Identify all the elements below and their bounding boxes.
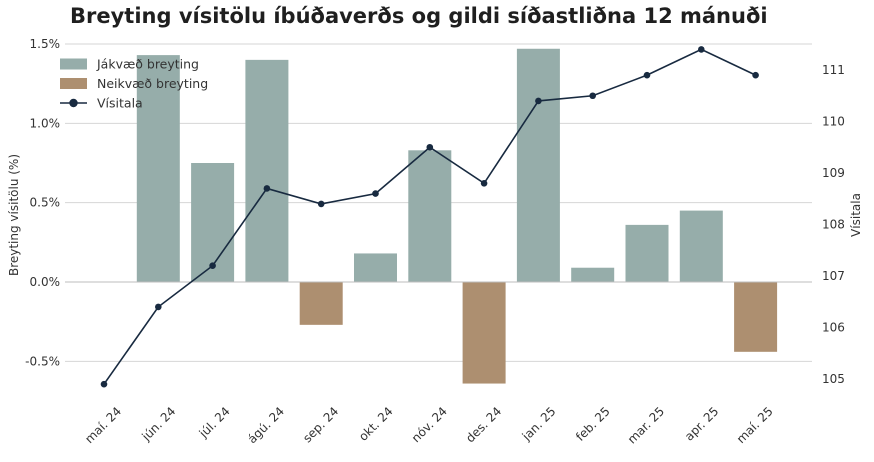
line-point (209, 262, 216, 270)
right-tick-label: 109 (822, 166, 845, 180)
x-tick-label: des. 24 (463, 404, 504, 445)
bar (462, 282, 506, 384)
x-tick-label: júl. 24 (196, 404, 233, 441)
bar (354, 253, 397, 282)
legend-label: Vísitala (97, 96, 143, 111)
x-tick-label: maí. 24 (82, 404, 124, 446)
bar-series (136, 48, 778, 384)
left-tick-label: 0.0% (30, 275, 61, 289)
right-axis-ticks: 111 110 109 108 107 106 105 (822, 63, 845, 386)
legend-swatch (60, 58, 87, 70)
line-point (100, 380, 108, 388)
line-point (589, 92, 596, 100)
legend-label: Neikvæð breyting (97, 76, 208, 91)
legend: Jákvæð breyting Neikvæð breyting Vísitala (60, 57, 208, 111)
right-tick-label: 110 (822, 115, 845, 129)
right-axis-label: Vísitala (849, 193, 863, 237)
bar (191, 163, 235, 282)
line-point (263, 185, 271, 192)
bar (625, 224, 669, 282)
left-tick-label: 1.5% (30, 37, 61, 51)
x-tick-label: feb. 25 (573, 404, 613, 444)
right-tick-label: 111 (822, 63, 845, 77)
left-tick-label: -0.5% (25, 354, 60, 368)
line-point (698, 46, 705, 53)
line-point (752, 71, 759, 79)
left-axis-ticks: 1.5% 1.0% 0.5% 0.0% -0.5% (25, 37, 60, 368)
bar (299, 282, 343, 325)
line-point (643, 71, 651, 79)
line-point (480, 180, 488, 187)
bar (734, 282, 778, 352)
line-point (535, 97, 542, 105)
x-tick-label: jan. 25 (519, 404, 559, 444)
x-tick-label: ágú. 24 (245, 404, 287, 446)
x-tick-label: sep. 24 (300, 404, 341, 445)
bar (571, 267, 615, 282)
legend-marker (69, 98, 78, 108)
right-tick-label: 107 (822, 269, 845, 283)
x-tick-label: okt. 24 (356, 404, 396, 444)
bar (408, 150, 452, 282)
right-tick-label: 105 (822, 372, 845, 386)
left-axis-label: Breyting vísitölu (%) (7, 154, 21, 276)
right-tick-label: 106 (822, 321, 845, 335)
line-point (317, 200, 325, 208)
x-tick-label: maí. 25 (734, 404, 776, 446)
bar (679, 210, 723, 282)
index-line-series (100, 46, 759, 388)
bar (516, 48, 560, 283)
bar (245, 59, 289, 282)
bar (136, 55, 180, 283)
x-tick-label: nóv. 24 (409, 404, 450, 445)
left-tick-label: 0.5% (30, 196, 61, 210)
x-axis-ticks: maí. 24 jún. 24 júl. 24 ágú. 24 sep. 24 okt. … (82, 404, 776, 446)
legend-label: Jákvæð breyting (96, 57, 199, 72)
legend-swatch (60, 78, 87, 89)
line-point (372, 190, 379, 197)
chart-title: Breyting vísitölu íbúðaverðs og gildi sí… (70, 4, 768, 28)
line-point (155, 303, 162, 311)
x-tick-label: apr. 25 (682, 404, 721, 443)
right-tick-label: 108 (822, 218, 845, 232)
line-point (426, 143, 434, 151)
left-tick-label: 1.0% (30, 116, 61, 130)
x-tick-label: jún. 24 (139, 404, 179, 444)
x-tick-label: mar. 25 (625, 404, 667, 446)
